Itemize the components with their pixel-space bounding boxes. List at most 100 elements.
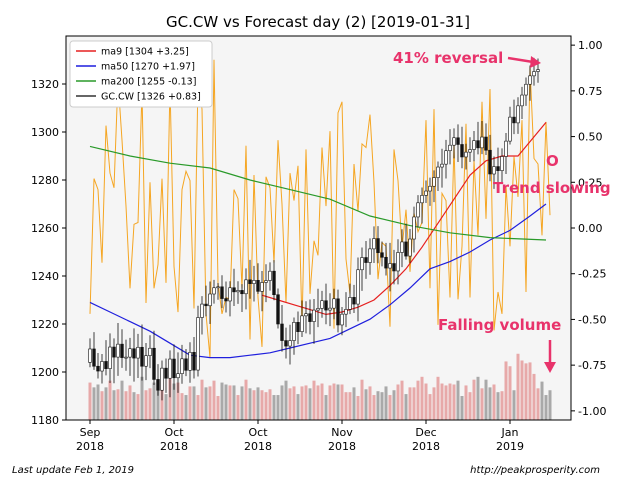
candle-body	[364, 257, 368, 263]
volume-bar	[288, 388, 292, 420]
candle-body	[488, 149, 492, 175]
x-tick-label-year: 2019	[496, 440, 524, 453]
volume-bar	[120, 380, 124, 420]
candle-body	[136, 346, 140, 359]
candle	[236, 281, 240, 304]
volume-bar	[472, 379, 476, 420]
y-axis-right: 1.00 0.75 0.50 0.25 0.00 -0.25 -0.50 -0.75 -1.00	[571, 39, 606, 418]
candle-body	[448, 144, 452, 152]
candle-body	[408, 238, 412, 257]
volume-bar	[124, 391, 128, 420]
volume-bar	[312, 380, 316, 420]
candle-body	[432, 177, 436, 187]
y2-tick-label: 0.75	[578, 85, 603, 98]
volume-bar	[476, 376, 480, 420]
candle-body	[476, 140, 480, 149]
x-tick-label-month: Sep	[80, 426, 101, 439]
volume-bar	[448, 383, 452, 420]
candle	[448, 129, 452, 165]
candle	[200, 296, 204, 335]
volume-bar	[144, 390, 148, 420]
candle-body	[456, 137, 460, 145]
candle	[128, 337, 132, 376]
candle-body	[172, 358, 176, 379]
candle-body	[184, 358, 188, 371]
candle	[280, 305, 284, 352]
candle-body	[440, 163, 444, 168]
volume-bar	[348, 392, 352, 420]
candle-body	[272, 270, 276, 296]
volume-bar	[256, 387, 260, 420]
volume-bar	[336, 384, 340, 420]
volume-bar	[328, 385, 332, 420]
volume-bar	[424, 383, 428, 420]
candle-body	[500, 156, 504, 171]
candle-body	[140, 346, 144, 367]
volume-bar	[404, 394, 408, 420]
candle-body	[240, 290, 244, 295]
candle-body	[260, 282, 264, 292]
candle-body	[328, 307, 332, 311]
candle	[400, 229, 404, 268]
candle-body	[204, 303, 208, 307]
candle	[524, 77, 528, 106]
y-tick-label: 1200	[31, 366, 59, 379]
candle-body	[372, 238, 376, 250]
candle	[496, 147, 500, 184]
candle	[332, 288, 336, 320]
y-tick-label: 1320	[31, 78, 59, 91]
candle	[376, 226, 380, 264]
candle-body	[536, 69, 540, 72]
candle-body	[288, 340, 292, 347]
candle	[272, 260, 276, 301]
candle	[412, 206, 416, 253]
candle-body	[192, 352, 196, 371]
volume-bar	[440, 383, 444, 420]
annotation-circle-marker: O	[546, 152, 559, 170]
candle	[112, 338, 116, 384]
volume-bar	[420, 376, 424, 420]
x-tick-label-month: Nov	[331, 426, 353, 439]
volume-bar	[412, 387, 416, 420]
candle	[428, 177, 432, 206]
volume-bar	[344, 392, 348, 420]
candle-body	[280, 323, 284, 341]
candle-body	[256, 280, 260, 292]
candle	[360, 247, 364, 291]
annotation-falling-volume: Falling volume	[438, 316, 561, 334]
candle-body	[352, 297, 356, 305]
candle	[124, 339, 128, 371]
candle	[296, 311, 300, 345]
volume-bar	[204, 387, 208, 420]
x-tick-label-year: 2018	[76, 440, 104, 453]
volume-bar	[244, 379, 248, 420]
candle-body	[208, 293, 212, 307]
candle	[168, 350, 172, 398]
forecast-layer	[89, 59, 551, 358]
candle	[308, 299, 312, 335]
candle	[396, 239, 400, 285]
volume-bar	[524, 363, 528, 420]
volume-bar	[108, 380, 112, 420]
volume-bar	[460, 396, 464, 420]
candle-body	[300, 315, 304, 332]
candle-body	[116, 343, 120, 358]
candle-body	[472, 140, 476, 150]
candle	[192, 336, 196, 379]
y-tick-label: 1280	[31, 174, 59, 187]
y2-tick-label: -0.25	[578, 268, 606, 281]
candle-body	[92, 348, 96, 367]
candle-body	[504, 140, 508, 157]
legend-label: GC.CW [1326 +0.83]	[101, 92, 201, 103]
candle	[492, 156, 496, 189]
candle-body	[468, 149, 472, 153]
legend-box	[69, 40, 213, 108]
ma200-line	[89, 145, 547, 241]
volume-bar	[544, 395, 548, 420]
candle	[348, 283, 352, 315]
volume-bar	[96, 384, 100, 420]
candle	[260, 270, 264, 312]
legend-label: ma50 [1270 +1.97]	[101, 62, 195, 73]
volume-bar	[400, 380, 404, 420]
